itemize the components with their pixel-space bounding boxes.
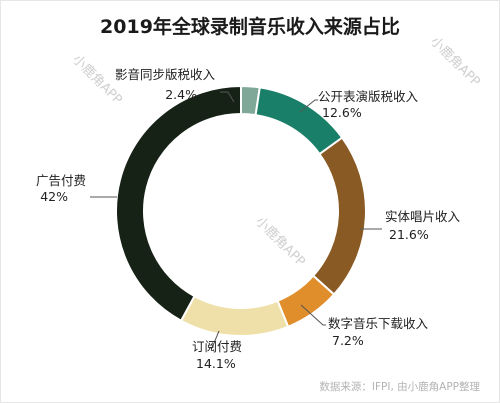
watermark-center: 小鹿角APP [252,214,308,270]
leader-line-5 [210,330,220,349]
leader-line-1 [220,91,235,103]
slice-label-1: 影音同步版税收入 [115,67,216,82]
slice-3 [311,136,367,296]
slice-value-5: 14.1% [196,356,236,371]
leader-lines-group [90,91,382,349]
slices-group [115,84,367,337]
slice-5 [179,294,290,337]
leader-line-4 [300,304,326,326]
slice-label-2: 公开表演版税收入 [318,89,419,104]
slice-label-4: 数字音乐下载收入 [328,316,429,331]
slice-value-2: 12.6% [322,105,362,120]
slice-value-1: 2.4% [165,87,197,102]
watermark-top-right: 小鹿角APP [427,34,483,90]
slice-value-6: 42% [40,189,68,204]
source-note: 数据来源：IFPI, 由小鹿角APP整理 [319,381,480,393]
slice-value-4: 7.2% [332,333,364,348]
slice-label-3: 实体唱片收入 [385,209,461,224]
chart-title: 2019年全球录制音乐收入来源占比 [100,16,400,38]
slice-6 [115,84,242,323]
slice-value-3: 21.6% [389,227,429,242]
leader-line-2 [299,99,318,113]
slice-label-6: 广告付费 [36,173,86,188]
slice-label-5: 订阅付费 [192,339,242,354]
